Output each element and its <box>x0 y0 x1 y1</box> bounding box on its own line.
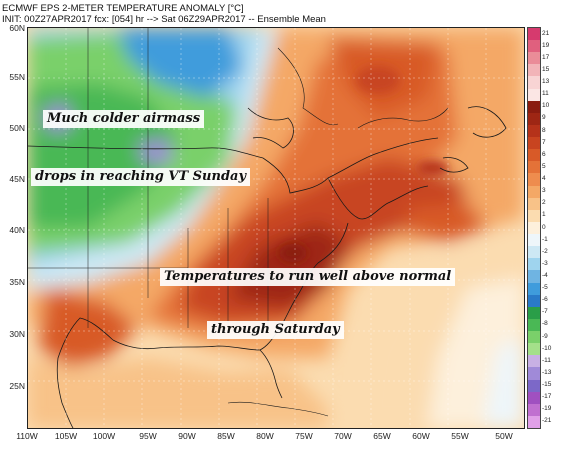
lat-label: 40N <box>9 225 25 235</box>
legend-label: -7 <box>542 308 548 316</box>
lon-label: 60W <box>412 431 430 441</box>
legend-label: -5 <box>542 284 548 292</box>
legend-label: -3 <box>542 259 548 267</box>
legend-swatch <box>528 282 540 296</box>
lon-label: 105W <box>54 431 78 441</box>
legend-swatch <box>528 318 540 332</box>
legend-label: -10 <box>542 344 552 352</box>
legend-label: -6 <box>542 296 548 304</box>
legend-swatch <box>528 124 540 138</box>
lat-label: 45N <box>9 174 25 184</box>
legend-label: -11 <box>542 356 551 364</box>
legend-swatch <box>528 306 540 320</box>
legend-label: 17 <box>542 53 550 61</box>
legend-label: 19 <box>542 41 550 49</box>
lon-label: 50W <box>495 431 513 441</box>
lon-label: 90W <box>178 431 196 441</box>
legend-swatch <box>528 258 540 271</box>
lat-label: 60N <box>9 23 25 33</box>
legend-label: 9 <box>542 114 546 122</box>
legend-swatch <box>528 391 540 405</box>
legend-label: 0 <box>542 223 546 231</box>
legend-label: -17 <box>542 393 552 401</box>
legend-swatch <box>528 173 540 187</box>
legend-swatch <box>528 403 540 417</box>
legend-label: -21 <box>542 417 552 425</box>
legend-label: 6 <box>542 150 546 158</box>
legend-swatch <box>528 221 540 235</box>
lon-label: 55W <box>451 431 469 441</box>
legend-label: 3 <box>542 187 546 195</box>
legend-label: -1 <box>542 235 548 243</box>
lat-label: 35N <box>9 277 25 287</box>
legend-label: 1 <box>542 211 546 219</box>
legend-swatch <box>528 137 540 150</box>
legend-label: 10 <box>542 102 550 110</box>
lat-label: 30N <box>9 329 25 339</box>
legend-label: 11 <box>542 90 549 98</box>
legend-swatch <box>528 88 540 102</box>
legend-swatch <box>528 209 540 223</box>
legend-swatch <box>528 40 540 53</box>
legend-swatch <box>528 197 540 211</box>
lon-label: 110W <box>16 431 38 441</box>
legend-swatch <box>528 331 540 344</box>
color-legend <box>527 27 541 429</box>
legend-swatch <box>528 28 540 41</box>
lon-label: 95W <box>139 431 157 441</box>
legend-label: 7 <box>542 138 546 146</box>
lat-label: 55N <box>9 72 25 82</box>
legend-label: -4 <box>542 271 548 279</box>
lon-label: 100W <box>92 431 116 441</box>
legend-label: 21 <box>542 29 550 37</box>
legend-swatch <box>528 112 540 126</box>
legend-label: 13 <box>542 78 550 86</box>
map-title: ECMWF EPS 2-METER TEMPERATURE ANOMALY [°… <box>2 3 244 14</box>
annotation-through-saturday: through Saturday <box>207 321 344 339</box>
lon-label: 80W <box>256 431 274 441</box>
legend-swatch <box>528 52 540 65</box>
legend-swatch <box>528 343 540 356</box>
legend-label: 8 <box>542 126 546 134</box>
legend-label: 5 <box>542 162 546 170</box>
legend-swatch <box>528 415 540 429</box>
init-line: INIT: 00Z27APR2017 fcx: [054] hr --> Sat… <box>2 14 326 25</box>
temperature-anomaly-map <box>27 27 525 429</box>
legend-swatch <box>528 76 540 90</box>
legend-swatch <box>528 246 540 259</box>
legend-label: -13 <box>542 368 552 376</box>
annotation-colder-airmass: Much colder airmass <box>43 110 205 128</box>
legend-label: -15 <box>542 381 552 389</box>
lon-label: 65W <box>373 431 391 441</box>
lon-label: 70W <box>334 431 352 441</box>
legend-swatch <box>528 294 540 308</box>
lon-label: 85W <box>217 431 235 441</box>
lon-label: 75W <box>295 431 313 441</box>
legend-swatch <box>528 100 540 114</box>
legend-label: -9 <box>542 332 548 340</box>
legend-label: -2 <box>542 247 548 255</box>
legend-swatch <box>528 367 540 380</box>
legend-swatch <box>528 234 540 247</box>
legend-swatch <box>528 149 540 162</box>
legend-label: -19 <box>542 405 552 413</box>
legend-swatch <box>528 161 540 174</box>
lat-label: 50N <box>9 123 25 133</box>
legend-swatch <box>528 355 540 368</box>
legend-label: -8 <box>542 320 548 328</box>
lat-label: 25N <box>9 381 25 391</box>
annotation-drops-in-vt: drops in reaching VT Sunday <box>31 168 251 186</box>
legend-label: 15 <box>542 65 550 73</box>
legend-swatch <box>528 379 540 393</box>
legend-swatch <box>528 270 540 284</box>
legend-label: 4 <box>542 175 546 182</box>
annotation-above-normal: Temperatures to run well above normal <box>160 268 456 286</box>
legend-label: 2 <box>542 199 546 207</box>
legend-swatch <box>528 64 540 77</box>
map-field <box>28 28 524 428</box>
legend-swatch <box>528 185 540 199</box>
